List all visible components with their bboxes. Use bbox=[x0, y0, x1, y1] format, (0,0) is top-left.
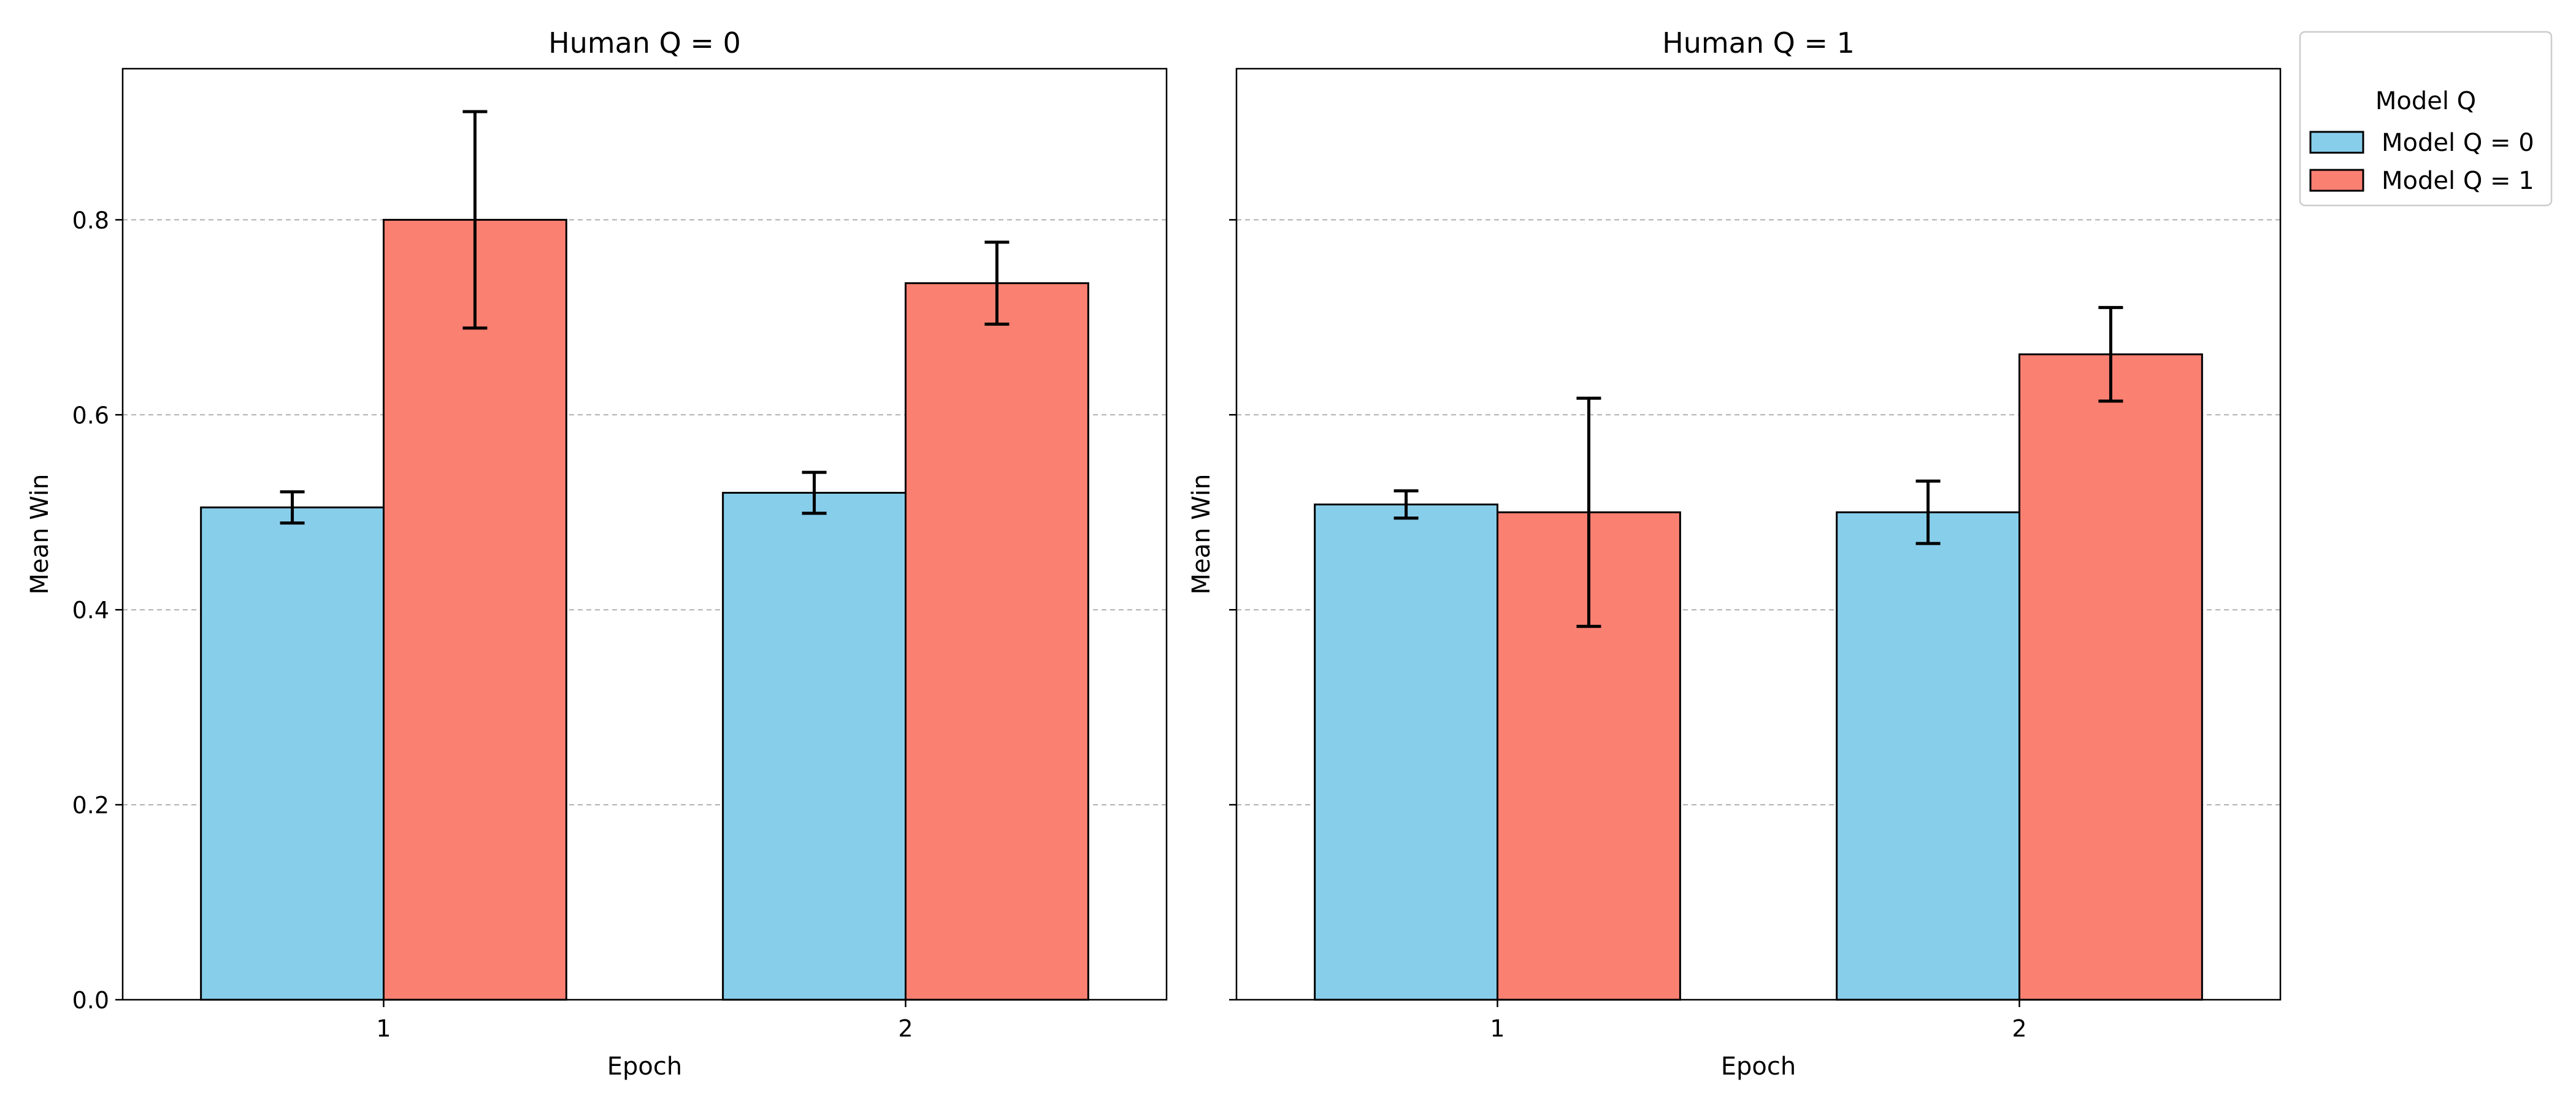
axes-frame bbox=[1235, 67, 2282, 1001]
axes-frame bbox=[121, 67, 1168, 1001]
bar bbox=[1836, 511, 2020, 1001]
panel-1: 0.0 0.2 0.4 0.6 0.8 1 2 Human Q = 0 Epoch Mean Wi… bbox=[26, 26, 1168, 1081]
legend-label-model-q-0: Model Q = 0 bbox=[2382, 129, 2534, 157]
bar bbox=[1314, 504, 1498, 1001]
bar bbox=[905, 282, 1089, 1001]
legend-title: Model Q bbox=[2375, 87, 2476, 115]
bar bbox=[200, 506, 385, 1001]
y-tick-label: 0.0 bbox=[72, 987, 109, 1014]
panel-2: 1 2 Human Q = 1 Epoch Mean Win bbox=[1187, 26, 2282, 1081]
x-tick-label: 2 bbox=[2012, 1015, 2026, 1042]
x-axis-label: Epoch bbox=[607, 1052, 682, 1081]
legend-swatch-model-q-1 bbox=[2309, 169, 2364, 192]
x-tick-label: 1 bbox=[1490, 1015, 1505, 1042]
bar bbox=[2018, 353, 2203, 1001]
y-tick-label: 0.4 bbox=[72, 597, 109, 624]
y-tick-label: 0.8 bbox=[72, 207, 109, 234]
y-tick-label: 0.6 bbox=[72, 402, 109, 429]
legend-swatch-model-q-0 bbox=[2309, 131, 2364, 154]
bar bbox=[722, 491, 907, 1001]
y-axis-label: Mean Win bbox=[26, 474, 54, 595]
panel-title: Human Q = 1 bbox=[1662, 26, 1855, 59]
legend: Model Q Model Q = 0 Model Q = 1 bbox=[2299, 31, 2553, 207]
legend-frame bbox=[2299, 31, 2553, 207]
x-tick-label: 1 bbox=[376, 1015, 391, 1042]
bar bbox=[383, 218, 567, 1001]
x-tick-label: 2 bbox=[898, 1015, 913, 1042]
y-tick-label: 0.2 bbox=[72, 792, 109, 819]
y-axis-label: Mean Win bbox=[1187, 474, 1216, 595]
x-axis-label: Epoch bbox=[1721, 1052, 1796, 1081]
legend-label-model-q-1: Model Q = 1 bbox=[2382, 167, 2534, 195]
panel-title: Human Q = 0 bbox=[548, 26, 741, 59]
